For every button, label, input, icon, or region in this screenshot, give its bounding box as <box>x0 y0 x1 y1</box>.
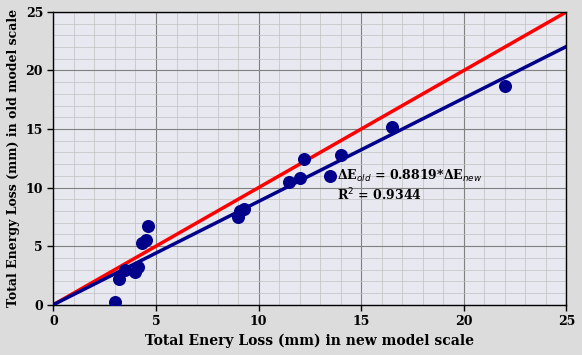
Point <box>336 152 345 158</box>
Point <box>387 124 396 130</box>
Point <box>295 175 304 181</box>
Point <box>233 214 243 220</box>
Y-axis label: Total Energy Loss (mm) in old model scale: Total Energy Loss (mm) in old model scal… <box>7 9 20 307</box>
Point <box>120 267 130 272</box>
Point <box>141 237 150 243</box>
Point <box>326 173 335 179</box>
Point <box>143 223 152 229</box>
Point <box>131 269 140 275</box>
Point <box>137 240 146 245</box>
Point <box>500 83 509 88</box>
Point <box>299 157 308 162</box>
X-axis label: Total Enery Loss (mm) in new model scale: Total Enery Loss (mm) in new model scale <box>146 334 474 348</box>
Point <box>240 206 249 212</box>
Point <box>133 264 142 270</box>
Text: ΔE$_{old}$ = 0.8819*ΔE$_{new}$
R$^2$ = 0.9344: ΔE$_{old}$ = 0.8819*ΔE$_{new}$ R$^2$ = 0… <box>336 168 482 203</box>
Point <box>285 179 294 185</box>
Point <box>115 276 124 282</box>
Point <box>111 300 120 305</box>
Point <box>236 208 245 214</box>
